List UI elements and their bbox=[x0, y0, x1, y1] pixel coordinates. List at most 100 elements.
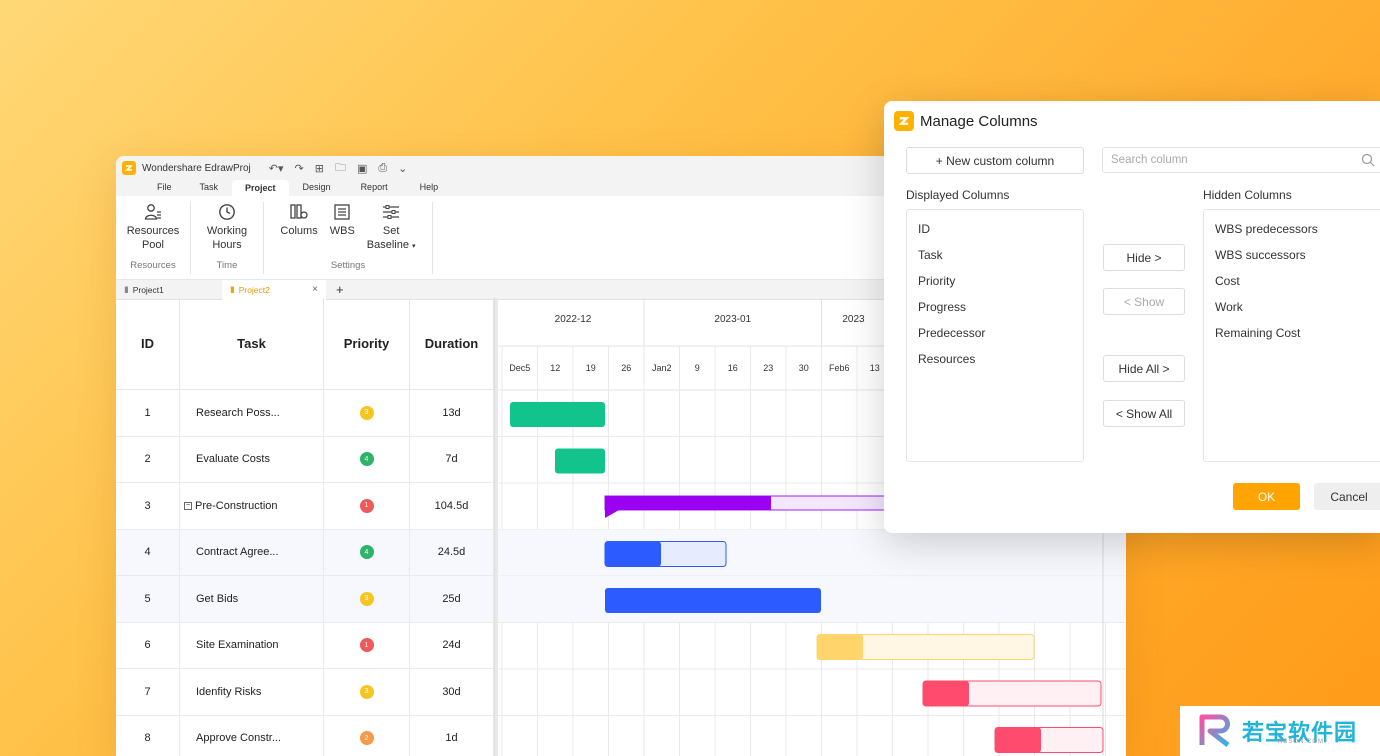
working-hours-label-1: Working bbox=[206, 225, 248, 237]
new-custom-column-button[interactable]: + New custom column bbox=[906, 147, 1084, 174]
table-row[interactable]: 3− Pre-Construction 1 104.5d bbox=[116, 483, 494, 530]
cell-task[interactable]: Get Bids bbox=[180, 576, 324, 622]
menu-file[interactable]: File bbox=[157, 182, 172, 192]
cell-id: 2 bbox=[116, 436, 180, 482]
project-grid: ID Task Priority Duration 1 Research Poss… bbox=[116, 298, 1126, 756]
cell-task[interactable]: Evaluate Costs bbox=[180, 436, 324, 482]
document-tabs: ▮ Project1 ▮ Project2 × + bbox=[116, 279, 1126, 300]
cell-priority: 3 bbox=[324, 669, 410, 715]
close-tab-icon[interactable]: × bbox=[312, 284, 318, 295]
cell-task[interactable]: − Pre-Construction bbox=[180, 483, 324, 529]
header-duration[interactable]: Duration bbox=[410, 298, 494, 389]
cell-task[interactable]: Research Poss... bbox=[180, 390, 324, 436]
table-row[interactable]: 2 Evaluate Costs 4 7d bbox=[116, 436, 494, 483]
collapse-icon[interactable]: − bbox=[184, 501, 192, 510]
column-list-item[interactable]: Resources bbox=[918, 352, 976, 366]
task-name: Evaluate Costs bbox=[196, 453, 270, 466]
column-list-item[interactable]: WBS successors bbox=[1215, 248, 1306, 262]
week-label: Jan2 bbox=[652, 363, 672, 373]
working-hours-button[interactable]: Working Hours bbox=[201, 202, 253, 252]
hide-all-button[interactable]: Hide All > bbox=[1103, 355, 1185, 382]
columns-button[interactable]: Colums bbox=[274, 202, 323, 238]
redo-icon[interactable]: ↷ bbox=[294, 162, 304, 175]
header-id[interactable]: ID bbox=[116, 298, 180, 389]
table-row[interactable]: 7 Idenfity Risks 3 30d bbox=[116, 669, 494, 716]
table-row[interactable]: 6 Site Examination 1 24d bbox=[116, 622, 494, 669]
ribbon-group-resources: Resources Pool Resources bbox=[116, 196, 190, 279]
cell-task[interactable]: Contract Agree... bbox=[180, 529, 324, 575]
print-icon[interactable]: ⎙ bbox=[378, 161, 388, 174]
hide-button[interactable]: Hide > bbox=[1103, 244, 1185, 271]
resources-pool-button[interactable]: Resources Pool bbox=[121, 202, 186, 252]
doc-tab-project1[interactable]: ▮ Project1 bbox=[116, 280, 222, 300]
table-row[interactable]: 1 Research Poss... 3 13d bbox=[116, 390, 494, 437]
column-list-item[interactable]: Task bbox=[918, 248, 943, 262]
new-file-icon[interactable]: ⊞ bbox=[314, 162, 324, 175]
menu-project[interactable]: Project bbox=[232, 180, 289, 196]
customize-dropdown-icon[interactable]: ⌄ bbox=[398, 162, 408, 175]
task-name: Contract Agree... bbox=[196, 546, 279, 559]
table-header: ID Task Priority Duration bbox=[116, 298, 494, 390]
watermark-text: 若宝软件园 bbox=[1242, 720, 1358, 745]
group-label-settings: Settings bbox=[330, 260, 366, 271]
column-list-item[interactable]: Predecessor bbox=[918, 326, 986, 340]
column-list-item[interactable]: Progress bbox=[918, 300, 967, 314]
cell-priority: 1 bbox=[324, 483, 410, 529]
wbs-button[interactable]: WBS bbox=[324, 202, 361, 238]
hidden-columns-list[interactable]: WBS predecessors WBS successors Cost Work Re… bbox=[1203, 209, 1380, 462]
app-title: Wondershare EdrawProj bbox=[142, 162, 251, 174]
task-name: Approve Constr... bbox=[196, 732, 281, 745]
save-icon[interactable]: ▣ bbox=[356, 162, 368, 175]
add-tab-icon[interactable]: + bbox=[336, 282, 344, 297]
menu-task[interactable]: Task bbox=[199, 182, 219, 192]
doc-tab-project2[interactable]: ▮ Project2 × bbox=[222, 279, 326, 300]
set-baseline-button[interactable]: Set Baseline ▾ bbox=[361, 202, 422, 254]
header-priority[interactable]: Priority bbox=[324, 298, 410, 389]
menu-report[interactable]: Report bbox=[360, 182, 388, 192]
table-row[interactable]: 5 Get Bids 3 25d bbox=[116, 576, 494, 623]
cell-duration: 7d bbox=[410, 436, 494, 482]
cell-id: 4 bbox=[116, 529, 180, 575]
app-logo-icon bbox=[122, 161, 136, 175]
ribbon-group-time: Working Hours Time bbox=[191, 196, 263, 279]
table-row[interactable]: 8 Approve Constr... 2 1d bbox=[116, 715, 494, 756]
column-list-item[interactable]: Cost bbox=[1215, 274, 1240, 288]
cancel-button[interactable]: Cancel bbox=[1314, 483, 1380, 510]
table-row[interactable]: 4 Contract Agree... 4 24.5d bbox=[116, 529, 494, 576]
menu-design[interactable]: Design bbox=[302, 182, 331, 192]
column-list-item[interactable]: WBS predecessors bbox=[1215, 222, 1318, 236]
undo-icon[interactable]: ↶▾ bbox=[268, 162, 284, 175]
doc-tab-label: Project2 bbox=[238, 284, 270, 295]
search-column-input[interactable]: Search column bbox=[1102, 147, 1380, 173]
open-folder-icon[interactable]: 🗀 bbox=[334, 161, 346, 174]
task-name: Site Examination bbox=[196, 639, 279, 652]
header-task[interactable]: Task bbox=[180, 298, 324, 389]
column-list-item[interactable]: Work bbox=[1215, 300, 1243, 314]
month-label: 2022-12 bbox=[555, 314, 592, 325]
week-label: 16 bbox=[728, 363, 738, 373]
week-label: 23 bbox=[763, 363, 773, 373]
dialog-title: Manage Columns bbox=[894, 111, 1038, 131]
group-label-resources: Resources bbox=[130, 260, 176, 271]
cell-id: 7 bbox=[116, 669, 180, 715]
file-icon: ▮ bbox=[230, 284, 235, 294]
week-label: 13 bbox=[870, 363, 880, 373]
displayed-columns-list[interactable]: ID Task Priority Progress Predecessor Resourc… bbox=[906, 209, 1084, 462]
column-list-item[interactable]: Remaining Cost bbox=[1215, 326, 1301, 340]
priority-badge: 3 bbox=[359, 591, 374, 606]
show-all-button[interactable]: < Show All bbox=[1103, 400, 1185, 427]
show-button[interactable]: < Show bbox=[1103, 288, 1185, 315]
menu-help[interactable]: Help bbox=[419, 182, 439, 192]
cell-task[interactable]: Idenfity Risks bbox=[180, 669, 324, 715]
priority-badge: 4 bbox=[359, 545, 374, 560]
cell-id: 8 bbox=[116, 715, 180, 756]
file-icon: ▮ bbox=[124, 284, 129, 294]
cell-task[interactable]: Approve Constr... bbox=[180, 715, 324, 756]
ok-button[interactable]: OK bbox=[1233, 483, 1300, 510]
cell-priority: 4 bbox=[324, 436, 410, 482]
cell-task[interactable]: Site Examination bbox=[180, 622, 324, 668]
pane-splitter[interactable] bbox=[494, 298, 498, 756]
column-list-item[interactable]: ID bbox=[918, 222, 930, 236]
gantt-chart: 2022-12 2023-01 2023 Dec5 12 19 26 Jan2 9 16 23 30 F… bbox=[498, 298, 1126, 756]
column-list-item[interactable]: Priority bbox=[918, 274, 956, 288]
